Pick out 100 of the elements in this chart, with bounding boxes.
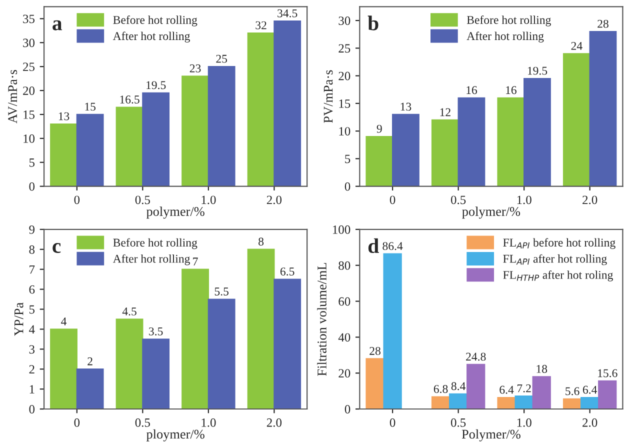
annotation: d <box>368 238 379 254</box>
data-label: 19.5 <box>146 81 166 90</box>
y-tick-label: 0 <box>344 182 350 191</box>
y-tick-label: 10 <box>24 134 35 143</box>
bar <box>208 66 236 186</box>
y-tick-label: 4 <box>28 325 35 334</box>
y-tick-label: 30 <box>338 16 350 25</box>
data-label: 4.5 <box>122 308 136 316</box>
data-label: 13 <box>400 102 412 111</box>
legend-label: After hot rolling <box>466 32 544 42</box>
data-label: 28 <box>370 346 380 355</box>
data-label: 12 <box>440 108 450 116</box>
y-tick-label: 20 <box>23 86 35 95</box>
y-tick-label: 100 <box>332 225 350 234</box>
data-label: 5.5 <box>214 288 228 296</box>
bar <box>580 396 600 410</box>
bar <box>76 368 104 410</box>
bar <box>142 338 170 410</box>
y-axis-title: PV/mPa·s <box>324 70 333 123</box>
y-axis-title: YP/Pa <box>14 302 24 336</box>
data-label: 15 <box>85 102 96 111</box>
data-label: 25 <box>216 54 228 63</box>
data-label: 6.4 <box>582 386 598 394</box>
y-tick-label: 9 <box>29 225 34 234</box>
x-tick-label: 0 <box>74 196 80 204</box>
data-label: 19.5 <box>528 66 548 75</box>
y-tick-label: 8 <box>29 245 35 254</box>
x-tick-label: 1.0 <box>202 418 216 427</box>
bar <box>116 106 144 186</box>
y-tick-label: 0 <box>29 182 35 191</box>
data-label: 16 <box>506 86 516 94</box>
bar <box>562 53 590 186</box>
y-tick-label: 10 <box>339 127 350 136</box>
y-tick-label: 5 <box>29 158 35 167</box>
legend-label: FL$_{API}$ after hot rolling <box>503 254 607 266</box>
y-tick-label: 80 <box>338 261 350 270</box>
bar <box>383 253 402 410</box>
data-label: 3.5 <box>149 327 163 336</box>
x-tick-label: 1.0 <box>517 196 532 204</box>
x-tick-label: 0 <box>390 196 396 204</box>
annotation: b <box>368 16 378 30</box>
data-label: 28 <box>598 20 608 28</box>
x-tick-label: 0 <box>390 418 396 427</box>
data-label: 23 <box>190 64 201 72</box>
bar <box>76 114 104 186</box>
data-label: 7.2 <box>517 384 531 392</box>
bar <box>598 380 617 410</box>
annotation: c <box>52 243 61 254</box>
x-tick-label: 0.5 <box>450 196 466 204</box>
bar <box>589 31 617 186</box>
bar <box>448 393 468 410</box>
data-label: 7 <box>193 258 198 266</box>
data-label: 6.8 <box>434 385 448 394</box>
data-label: 24.8 <box>466 352 486 361</box>
bar <box>116 318 144 410</box>
data-label: 13 <box>58 112 70 120</box>
x-tick-label: 2.0 <box>266 418 282 427</box>
y-tick-label: 20 <box>338 72 350 80</box>
data-label: 9 <box>376 124 382 133</box>
bar <box>431 119 459 186</box>
x-tick-label: 2.0 <box>582 418 598 427</box>
y-tick-label: 0 <box>29 405 35 414</box>
data-label: 6.4 <box>500 386 514 394</box>
legend-label: Before hot rolling <box>113 238 198 250</box>
x-tick-label: 2.0 <box>266 196 282 204</box>
bar <box>50 123 78 186</box>
legend-label: Before hot rolling <box>113 16 198 26</box>
bar <box>497 396 516 410</box>
data-label: 2 <box>88 357 92 366</box>
bar <box>208 298 236 410</box>
data-label: 8.4 <box>451 382 466 390</box>
y-axis-title: Filtration volume/mL <box>317 263 326 376</box>
legend-label: After hot rolling <box>112 32 190 42</box>
bar <box>274 20 302 186</box>
y-tick-label: 15 <box>24 110 35 119</box>
y-axis-title: AV/mPa·s <box>8 70 18 124</box>
bar <box>142 92 170 186</box>
x-tick-label: 0.5 <box>135 196 150 204</box>
legend-label: Before hot rolling <box>466 16 551 26</box>
y-tick-label: 5 <box>29 305 35 314</box>
bar <box>532 376 551 410</box>
data-label: 16 <box>466 86 478 94</box>
y-tick-label: 3 <box>29 345 35 354</box>
bar <box>182 268 209 410</box>
y-tick-label: 25 <box>338 44 350 53</box>
bar <box>182 76 209 186</box>
y-tick-label: 35 <box>23 14 35 24</box>
y-tick-label: 20 <box>338 369 350 378</box>
data-label: 4 <box>61 318 67 326</box>
annotation: a <box>52 20 62 30</box>
y-tick-label: 7 <box>30 265 35 274</box>
y-tick-label: 5 <box>345 154 350 164</box>
bar <box>392 114 420 186</box>
legend-label: FL$_{HTHP}$ after hot roling <box>503 270 613 282</box>
bar <box>466 364 486 410</box>
y-tick-label: 60 <box>338 297 350 306</box>
bar <box>247 32 275 186</box>
data-label: 32 <box>256 21 266 30</box>
x-tick-label: 0 <box>74 418 80 427</box>
bar <box>247 248 275 410</box>
